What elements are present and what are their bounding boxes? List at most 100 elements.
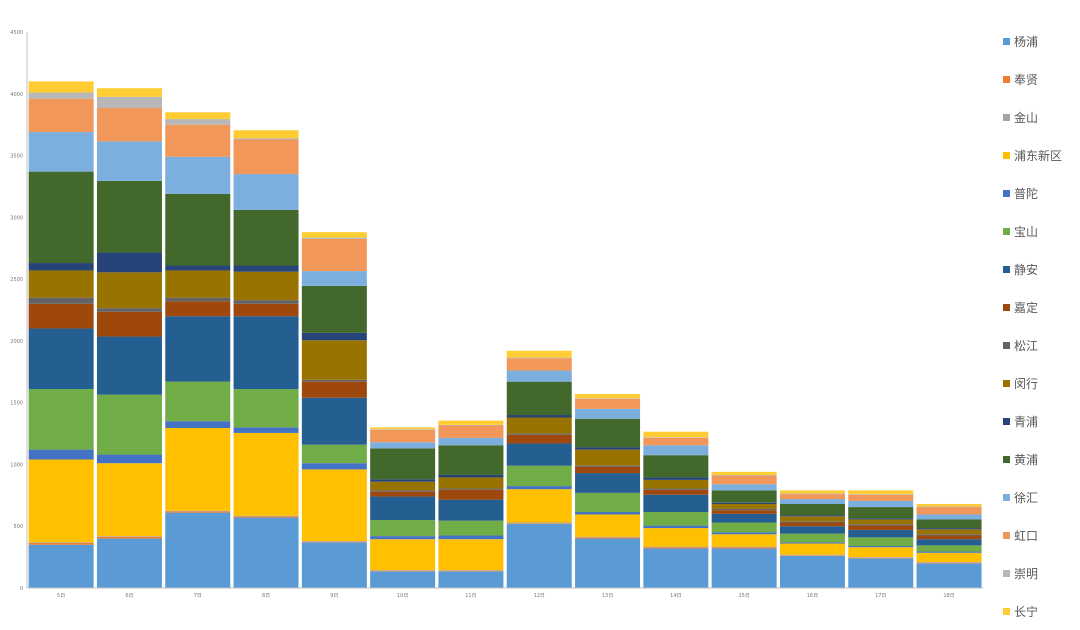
x-tick-label: 15日 [738,593,749,599]
legend-label: 崇明 [1014,566,1039,581]
x-tick-label: 7日 [194,593,202,599]
bar-segment [438,437,504,446]
bar-segment [233,516,299,518]
legend-label: 杨浦 [1014,34,1039,49]
bar-segment [779,522,845,527]
legend-label: 闵行 [1014,376,1039,391]
bar-segment [28,303,94,329]
bar-segment [916,545,982,552]
bar-segment [438,535,504,540]
bar-segment [916,551,982,553]
bar-segment [643,455,709,478]
bar-segment [506,370,572,382]
bar-segment [506,489,572,523]
bar-segment [711,484,777,491]
bar-segment [165,112,231,120]
bar-segment [438,474,504,478]
bar-segment [643,548,709,588]
bar-segment [848,537,914,546]
bar-segment [96,463,162,537]
legend-swatch [1003,113,1010,121]
bar-segment [28,542,94,545]
bar-segment [779,493,845,495]
bar-segment [779,543,845,555]
x-tick-label: 9日 [330,593,338,599]
bar-segment [711,508,777,511]
bar-segment [438,424,504,426]
bar-segment [575,394,641,399]
bar-segment [575,408,641,419]
bar-segment [301,271,367,286]
bar-segment [848,547,914,558]
bar-segment [779,494,845,500]
bar-segment [370,496,436,521]
bar-segment [233,174,299,210]
bar-segment [848,524,914,526]
bar-segment [711,547,777,549]
bar-segment [575,512,641,515]
bar-segment [779,542,845,544]
bar-segment [96,141,162,181]
bar-segment [233,130,299,139]
bar-segment [96,88,162,97]
bar-segment [165,301,231,317]
bar-segment [301,332,367,341]
y-tick-label: 3500 [10,154,23,160]
bar-segment [711,490,777,503]
bar-segment [370,536,436,540]
legend-swatch [1003,531,1010,539]
legend-swatch [1003,379,1010,387]
legend-label: 静安 [1014,262,1039,277]
bar-segment [711,471,777,475]
bar-segment [233,432,299,516]
bar-segment [233,138,299,140]
bar-segment [438,488,504,490]
y-axis: 0 500 1000 1500 2000 2500 3000 3500 4000 4500 [10,30,28,592]
bar-segment [370,570,436,571]
bar-segment [28,542,94,543]
legend-swatch [1003,455,1010,463]
bar-segment [370,481,436,491]
bar-segment [575,465,641,467]
bar-segment [916,514,982,520]
bar-segment [233,303,299,317]
bar-segment [233,139,299,175]
bar-segment [233,271,299,301]
bar-segment [916,552,982,563]
bar-segment [28,328,94,390]
y-tick-label: 0 [20,586,23,592]
bar-segment [779,555,845,588]
bar-segment [96,96,162,108]
y-tick-label: 2000 [10,339,23,345]
bar-segment [96,308,162,312]
legend-label: 青浦 [1014,414,1039,429]
bar-segment [96,107,162,142]
bar-segment [301,542,367,588]
x-tick-label: 14日 [670,593,681,599]
bar-segment [643,494,709,513]
bar-segment [233,316,299,390]
bar-segment [165,421,231,428]
bar-segment [438,499,504,521]
bar-segment [711,513,777,523]
bar-segment [233,265,299,272]
bar-segment [28,389,94,450]
bar-segment [848,529,914,538]
bar-segment [711,510,777,514]
bar-segment [506,415,572,418]
bar-segment [916,507,982,515]
bar-segment [779,521,845,523]
bar-segment [370,491,436,497]
legend-item: 静安 [1003,250,1080,288]
bar-segment [370,539,436,571]
bar-segment [506,381,572,416]
bar-segment [165,270,231,298]
y-tick-label: 3000 [10,215,23,221]
bar-segment [848,558,914,588]
bar-segment [370,448,436,480]
bar-segment [711,502,777,504]
bar-segment [711,532,777,535]
legend-label: 金山 [1014,110,1039,125]
bar-segment [28,270,94,298]
bar-segment [96,180,162,253]
